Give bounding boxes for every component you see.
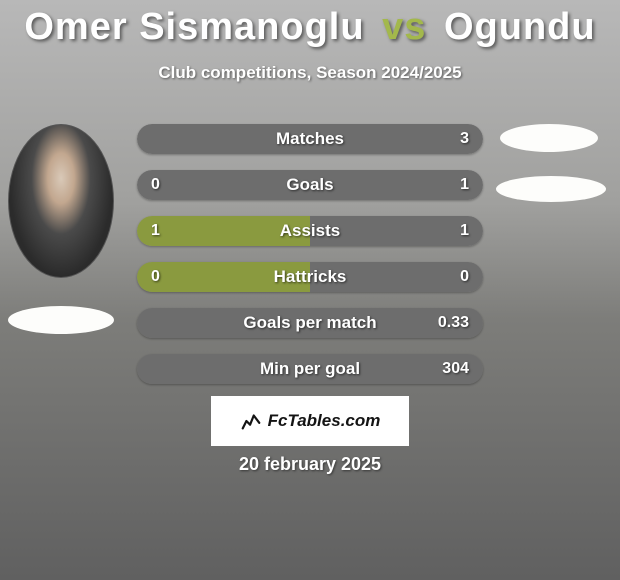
stat-label: Goals — [137, 170, 483, 200]
player2-name-pill-1 — [500, 124, 598, 152]
stat-row: 304Min per goal — [137, 354, 483, 384]
stat-row: 01Goals — [137, 170, 483, 200]
stat-row: 00Hattricks — [137, 262, 483, 292]
stat-row: 0.33Goals per match — [137, 308, 483, 338]
stat-label: Hattricks — [137, 262, 483, 292]
player2-name-pill-2 — [496, 176, 606, 202]
stat-row: 11Assists — [137, 216, 483, 246]
fctables-logo-icon — [240, 410, 262, 432]
player-right-column — [496, 124, 602, 202]
stats-container: 3Matches 01Goals 11Assists 00Hattricks 0.33G… — [137, 124, 483, 400]
branding-badge: FcTables.com — [211, 396, 409, 446]
branding-text: FcTables.com — [268, 411, 381, 431]
stat-label: Goals per match — [137, 308, 483, 338]
player-left-column — [8, 124, 114, 334]
date-text: 20 february 2025 — [0, 454, 620, 475]
stat-row: 3Matches — [137, 124, 483, 154]
subtitle: Club competitions, Season 2024/2025 — [0, 63, 620, 83]
page-title: Omer Sismanoglu vs Ogundu — [0, 0, 620, 49]
stat-label: Matches — [137, 124, 483, 154]
stat-label: Min per goal — [137, 354, 483, 384]
title-vs: vs — [382, 6, 426, 48]
player1-name-pill — [8, 306, 114, 334]
player1-avatar — [8, 124, 114, 278]
comparison-card: Omer Sismanoglu vs Ogundu Club competiti… — [0, 0, 620, 580]
title-player1: Omer Sismanoglu — [24, 6, 364, 48]
title-player2: Ogundu — [444, 6, 596, 48]
stat-label: Assists — [137, 216, 483, 246]
